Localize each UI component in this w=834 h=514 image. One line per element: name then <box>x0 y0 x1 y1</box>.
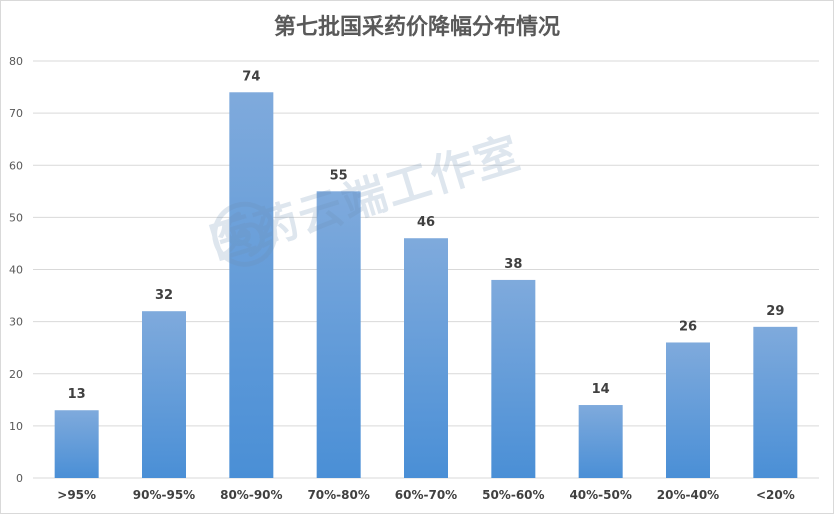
y-tick-label: 20 <box>9 368 23 381</box>
y-tick-label: 70 <box>9 107 23 120</box>
y-tick-label: 60 <box>9 159 23 172</box>
category-label: 70%-80% <box>307 488 369 502</box>
bar <box>229 92 274 479</box>
bar <box>142 311 186 478</box>
category-label: <20% <box>756 488 795 502</box>
data-label: 74 <box>242 69 260 84</box>
data-label: 26 <box>679 319 697 334</box>
bar <box>404 238 448 478</box>
data-label: 13 <box>68 387 86 402</box>
data-label: 46 <box>417 215 435 230</box>
category-label: >95% <box>57 488 96 502</box>
y-tick-label: 0 <box>16 472 23 485</box>
data-label: 32 <box>155 288 173 303</box>
y-tick-label: 80 <box>9 55 23 68</box>
category-label: 90%-95% <box>133 488 195 502</box>
category-label: 20%-40% <box>657 488 719 502</box>
bar <box>316 191 361 478</box>
bar <box>753 326 798 478</box>
y-tick-label: 50 <box>9 211 23 224</box>
y-tick-label: 30 <box>9 316 23 329</box>
y-tick-label: 10 <box>9 420 23 433</box>
category-label: 60%-70% <box>395 488 457 502</box>
data-label: 29 <box>766 304 784 319</box>
category-label: 40%-50% <box>569 488 631 502</box>
category-label: 50%-60% <box>482 488 544 502</box>
bar <box>54 410 99 478</box>
data-label: 55 <box>330 168 348 183</box>
bar <box>666 342 710 478</box>
bars <box>54 92 798 479</box>
bar <box>578 405 623 478</box>
bar <box>491 279 536 478</box>
y-tick-label: 40 <box>9 264 23 277</box>
chart-title: 第七批国采药价降幅分布情况 <box>273 15 560 40</box>
x-axis-categories: >95% 90%-95% 80%-90% 70%-80% 60%-70% 50%-60% 4… <box>57 488 794 502</box>
category-label: 80%-90% <box>220 488 282 502</box>
data-label: 14 <box>592 382 610 397</box>
y-axis-ticks: 0 10 20 30 40 50 60 70 80 <box>9 55 23 485</box>
data-labels: 13 32 74 55 46 38 14 26 29 <box>68 69 785 402</box>
data-label: 38 <box>504 257 522 272</box>
